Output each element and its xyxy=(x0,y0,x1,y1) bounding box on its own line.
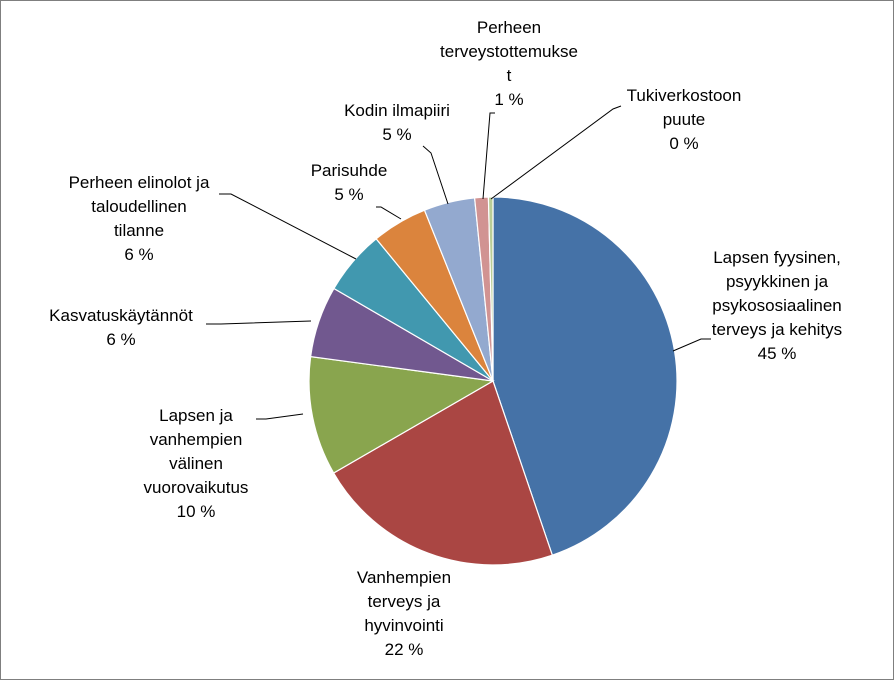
leader-line-5 xyxy=(219,193,357,260)
slice-label-9: Tukiverkostoon puute 0 % xyxy=(627,86,742,153)
leader-line-1 xyxy=(672,338,711,352)
slice-label-line: terveys ja kehitys xyxy=(712,320,842,339)
slice-label-line: Kasvatuskäytännöt xyxy=(49,306,193,325)
slice-label-7: Kodin ilmapiiri 5 % xyxy=(344,101,450,144)
leader-line-8 xyxy=(482,112,495,200)
slice-value-label: 22 % xyxy=(385,640,424,659)
pie-slice-3 xyxy=(308,355,495,474)
slice-label-line: psyykkinen ja xyxy=(726,272,829,291)
slice-value-label: 5 % xyxy=(334,185,363,204)
pie-slice-2 xyxy=(332,380,554,566)
slice-label-line: psykososiaalinen xyxy=(712,296,841,315)
slice-value-label: 0 % xyxy=(669,134,698,153)
pie-slice-1 xyxy=(492,196,678,556)
slice-value-label: 45 % xyxy=(758,344,797,363)
slice-label-8: Perheen terveystottemukse t 1 % xyxy=(440,18,578,109)
slice-label-5: Perheen elinolot ja taloudellinen tilanne 6… xyxy=(69,173,210,264)
slice-label-line: taloudellinen xyxy=(91,197,186,216)
slice-label-line: Parisuhde xyxy=(311,161,388,180)
slice-label-line: puute xyxy=(663,110,706,129)
slice-value-label: 6 % xyxy=(106,330,135,349)
slice-label-line: hyvinvointi xyxy=(364,616,443,635)
slice-label-line: terveystottemukse xyxy=(440,42,578,61)
slice-label-line: välinen xyxy=(169,454,223,473)
leader-line-9 xyxy=(490,105,622,200)
slice-label-4: Kasvatuskäytännöt 6 % xyxy=(49,306,193,349)
slice-label-line: terveys ja xyxy=(368,592,441,611)
slice-value-label: 6 % xyxy=(124,245,153,264)
slice-label-line: vuorovaikutus xyxy=(144,478,249,497)
leader-line-4 xyxy=(206,320,312,325)
slice-label-line: Tukiverkostoon xyxy=(627,86,742,105)
leader-line-7 xyxy=(422,145,449,205)
leader-line-6 xyxy=(376,206,402,220)
slice-label-line: vanhempien xyxy=(150,430,243,449)
slice-label-line: Vanhempien xyxy=(357,568,451,587)
slice-label-line: Kodin ilmapiiri xyxy=(344,101,450,120)
slice-label-2: Vanhempien terveys ja hyvinvointi 22 % xyxy=(357,568,451,659)
slice-label-line: t xyxy=(507,66,512,85)
slice-label-line: Lapsen fyysinen, xyxy=(713,248,841,267)
slice-label-line: Perheen elinolot ja xyxy=(69,173,210,192)
slice-value-label: 5 % xyxy=(382,125,411,144)
slice-label-line: tilanne xyxy=(114,221,164,240)
slice-label-6: Parisuhde 5 % xyxy=(311,161,388,204)
leader-line-3 xyxy=(256,413,304,420)
slice-value-label: 1 % xyxy=(494,90,523,109)
slice-value-label: 10 % xyxy=(177,502,216,521)
slice-label-line: Perheen xyxy=(477,18,541,37)
slice-label-line: Lapsen ja xyxy=(159,406,233,425)
slice-label-1: Lapsen fyysinen, psyykkinen ja psykososiaa… xyxy=(712,248,842,363)
slice-label-3: Lapsen ja vanhempien välinen vuorovaikutus 1… xyxy=(144,406,249,521)
